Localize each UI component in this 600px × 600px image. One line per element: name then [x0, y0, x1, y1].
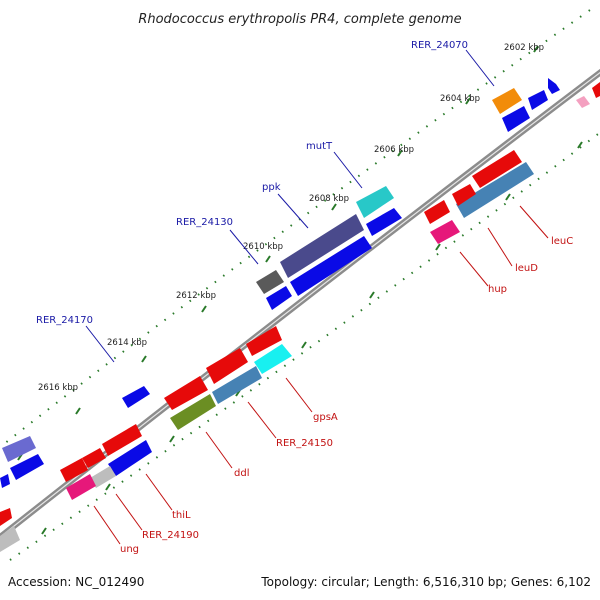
label-gpsA: gpsA	[313, 412, 338, 423]
gene-ung-band	[66, 474, 96, 500]
gene-forward	[266, 286, 292, 310]
tick-label: 2602 kbp	[504, 43, 544, 53]
accession-text: Accession: NC_012490	[8, 575, 144, 589]
tick-label: 2606 kbp	[374, 145, 414, 155]
bottom-gene-labels: leuC leuD hup gpsA RER_24150 ddl thiL RE…	[120, 236, 573, 555]
gene-reverse	[576, 96, 590, 108]
gene-RER_24170	[122, 386, 150, 408]
top-gene-labels: RER_24070 mutT ppk RER_24130 RER_24170	[36, 40, 468, 326]
inner-dotted-track	[9, 131, 600, 561]
gene-forward	[528, 90, 548, 110]
map-title: Rhodococcus erythropolis PR4, complete g…	[138, 12, 461, 27]
gene-forward	[10, 454, 44, 480]
label-thiL: thiL	[172, 510, 191, 521]
leader-lines-bottom	[93, 205, 549, 545]
gene-RER_24070	[492, 88, 522, 114]
label-leuC: leuC	[551, 236, 573, 247]
label-RER_24070: RER_24070	[411, 40, 468, 51]
gene-forward	[502, 106, 530, 132]
gene-ung	[60, 458, 88, 482]
gene-leuC-band	[456, 162, 534, 218]
gene-gpsA	[246, 326, 282, 356]
gene-hup	[424, 200, 450, 224]
gene-thiL	[102, 424, 142, 456]
gene-RER_24150-band	[212, 366, 262, 404]
gene-reverse	[0, 508, 12, 526]
label-RER_24150: RER_24150	[276, 438, 333, 449]
label-ung: ung	[120, 544, 139, 555]
gene-leuD	[452, 184, 476, 206]
forward-genes[interactable]	[0, 78, 560, 488]
gene-reverse	[0, 526, 20, 552]
label-mutT: mutT	[306, 141, 333, 152]
gene-forward	[548, 78, 560, 94]
label-hup: hup	[488, 284, 507, 295]
genome-summary-text: Topology: circular; Length: 6,516,310 bp…	[260, 575, 591, 589]
tick-label: 2608 kbp	[309, 194, 349, 204]
gene-reverse	[592, 82, 600, 98]
label-RER_24170: RER_24170	[36, 315, 93, 326]
tick-label: 2610 kbp	[243, 242, 283, 252]
tick-label: 2612 kbp	[176, 291, 216, 301]
label-ddl: ddl	[234, 468, 249, 479]
tick-label: 2614 kbp	[107, 338, 147, 348]
label-RER_24130: RER_24130	[176, 217, 233, 228]
gene-forward	[2, 436, 36, 462]
reverse-genes[interactable]	[0, 82, 600, 552]
gene-ddl-band	[170, 394, 216, 430]
gene-RER_24190	[82, 448, 106, 468]
gene-thiL-band	[108, 440, 152, 476]
gene-forward	[0, 474, 10, 488]
tick-marks	[17, 45, 583, 535]
tick-label: 2616 kbp	[38, 383, 78, 393]
label-leuD: leuD	[515, 263, 538, 274]
gene-forward	[290, 236, 372, 296]
gene-gpsA-band	[254, 344, 292, 374]
tick-labels: 2602 kbp 2604 kbp 2606 kbp 2608 kbp 2610…	[38, 43, 544, 393]
gene-ppk	[280, 214, 364, 278]
gene-ddl	[164, 376, 208, 410]
gene-RER_24190-band	[90, 466, 116, 488]
leader-lines-top	[85, 49, 495, 363]
label-RER_24190: RER_24190	[142, 530, 199, 541]
gene-leuC	[472, 150, 522, 188]
gene-mutT	[356, 186, 394, 218]
outer-dotted-track	[0, 9, 591, 449]
gene-RER_24150	[206, 348, 248, 384]
tick-label: 2604 kbp	[440, 94, 480, 104]
gene-forward	[366, 208, 402, 236]
gene-hup-band	[430, 220, 460, 244]
label-ppk: ppk	[262, 182, 281, 193]
genome-backbone	[0, 68, 600, 541]
gene-RER_24130	[256, 270, 284, 294]
